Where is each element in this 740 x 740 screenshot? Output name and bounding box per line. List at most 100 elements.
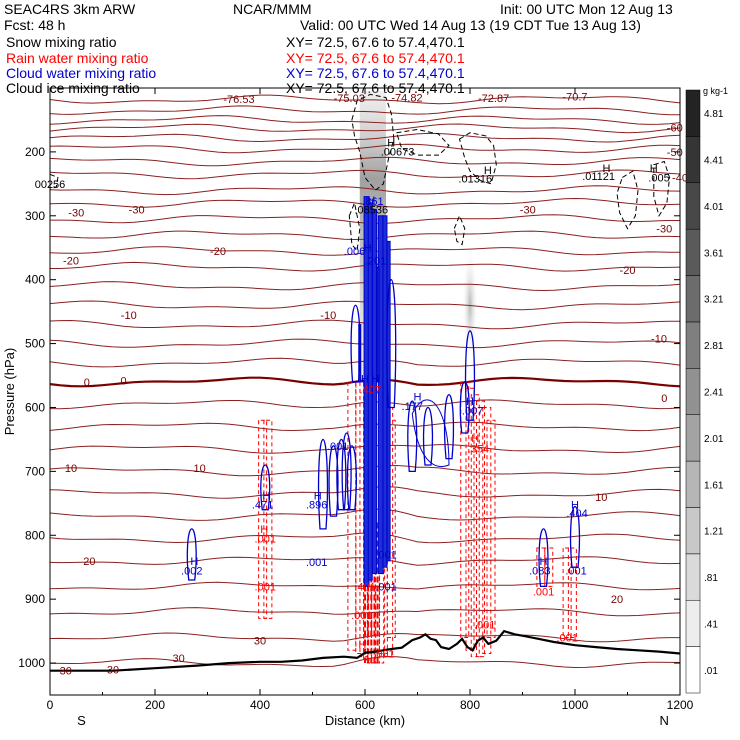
isotherm-label: 10 [194, 463, 206, 475]
isotherm-line [49, 143, 681, 154]
rain-water-contour [567, 547, 577, 638]
extremum-label: .01121 [582, 171, 615, 183]
extremum-label: .001 [533, 586, 554, 598]
colorbar-segment [685, 228, 701, 276]
extremum-label: .00673 [381, 146, 415, 158]
colorbar-segment [685, 182, 701, 230]
rain-water-contour [486, 419, 496, 638]
cloud-water-contour [386, 279, 397, 409]
extremum-label: .005 [648, 172, 669, 184]
isotherm-label: 20 [83, 556, 95, 568]
cloud-water-core [376, 266, 380, 383]
x-tick-label: 1000 [562, 698, 589, 712]
extremum-label: H [571, 500, 579, 512]
y-tick-label: 600 [25, 400, 45, 414]
x-tick-label: 1200 [667, 698, 694, 712]
colorbar-segment [685, 646, 701, 694]
cloud-water-contour [317, 438, 329, 530]
extremum-label: .001 [375, 581, 396, 593]
colorbar-label: 4.01 [704, 202, 724, 213]
extremum-label: .861 [362, 196, 383, 208]
isotherm-label: -20 [210, 246, 226, 258]
isotherm-label: 20 [611, 594, 623, 606]
isotherm-line [49, 185, 681, 196]
isotherm-label: 0 [661, 393, 667, 405]
isotherm-label: -60 [667, 123, 683, 135]
colorbar-label: .81 [704, 573, 718, 584]
y-tick-label: 500 [25, 337, 45, 351]
isotherm-label: -20 [620, 265, 636, 277]
y-tick-label: 1000 [18, 656, 45, 670]
cloud-water-contour [336, 438, 347, 511]
colorbar-label: 2.01 [704, 434, 724, 445]
rain-water-contour [544, 547, 554, 587]
colorbar-label: 2.81 [704, 341, 724, 352]
x-axis-title: Distance (km) [325, 713, 405, 728]
isotherm-label: -30 [656, 224, 672, 236]
isotherm-label: -30 [68, 208, 84, 220]
extremum-label: .001 [255, 581, 276, 593]
extremum-label: .896 [306, 500, 327, 512]
extremum-label: H [414, 392, 422, 404]
extremum-label: .002 [181, 565, 202, 577]
valid-time: Valid: 00 UTC Wed 14 Aug 13 (19 CDT Tue … [300, 17, 641, 33]
colorbar-label: 1.61 [704, 480, 724, 491]
cloud-water-contour [464, 330, 476, 421]
extremum-label: .201 [365, 256, 386, 268]
extremum-label: H [387, 137, 395, 149]
extremum-label: H [484, 165, 492, 177]
extremum-label: .471 [252, 500, 273, 512]
extremum-label: H [314, 491, 322, 503]
isotherm-line [49, 169, 681, 180]
field-label-cloudwater: Cloud water mixing ratio [6, 65, 157, 81]
extremum-label: H [367, 195, 375, 207]
isotherm-label: 0 [84, 377, 90, 389]
colorbar-label: .01 [704, 666, 718, 677]
rain-water-contour [465, 387, 475, 651]
cloud-water-contour [459, 381, 470, 434]
extremum-label: .08536 [354, 204, 388, 216]
rain-water-contour [263, 419, 273, 619]
isotherm-label: -70.7 [562, 91, 587, 103]
field-xy-rain: XY= 72.5, 67.6 to 57.4,470.1 [286, 50, 465, 66]
colorbar-label: 1.21 [704, 527, 724, 538]
cloud-water-contour [569, 505, 581, 568]
x-tick-label: 600 [355, 698, 375, 712]
cloud-water-contour [443, 394, 455, 460]
extremum-label: .007 [462, 406, 483, 418]
extremum-label: .001 [556, 632, 577, 644]
extremum-label: .404 [566, 508, 587, 520]
y-axis-title: Pressure (hPa) [2, 348, 17, 435]
extremum-label: H [260, 524, 268, 536]
isotherm-line [49, 115, 681, 125]
colorbar-segment [685, 553, 701, 601]
colorbar-label: .41 [704, 619, 718, 630]
cloud-water-core [386, 240, 391, 562]
forecast-hour: Fcst: 48 h [4, 17, 66, 33]
extremum-label: .001 [474, 620, 495, 632]
colorbar-segment [685, 460, 701, 508]
terrain-line [50, 629, 681, 672]
isotherm-label: -10 [320, 310, 336, 322]
field-xy-snow: XY= 72.5, 67.6 to 57.4,470.1 [286, 34, 465, 50]
y-tick-label: 700 [25, 464, 45, 478]
rain-water-contour [476, 400, 485, 658]
isotherm-label: 30 [254, 636, 266, 648]
south-label: S [77, 713, 86, 728]
extremum-label: H [190, 556, 198, 568]
cloud-water-contour [407, 400, 418, 473]
rain-water-contour [470, 394, 480, 658]
isotherm-line [49, 632, 680, 643]
extremum-label: .177 [402, 401, 423, 413]
isotherm-line [49, 105, 680, 116]
isotherm-label: -76.53 [223, 94, 254, 106]
colorbar-unit: g kg-1 [703, 86, 728, 96]
field-xy-cloudwater: XY= 72.5, 67.6 to 57.4,470.1 [286, 65, 465, 81]
cloud-ice-contour [616, 170, 639, 230]
field-label-rain: Rain water mixing ratio [6, 50, 149, 66]
colorbar-label: 4.41 [704, 156, 724, 167]
extremum-label: .001 [327, 441, 348, 453]
isotherm-label: -10 [121, 310, 137, 322]
isotherm-label: -30 [520, 204, 536, 216]
cloud-ice-contour [395, 128, 450, 156]
